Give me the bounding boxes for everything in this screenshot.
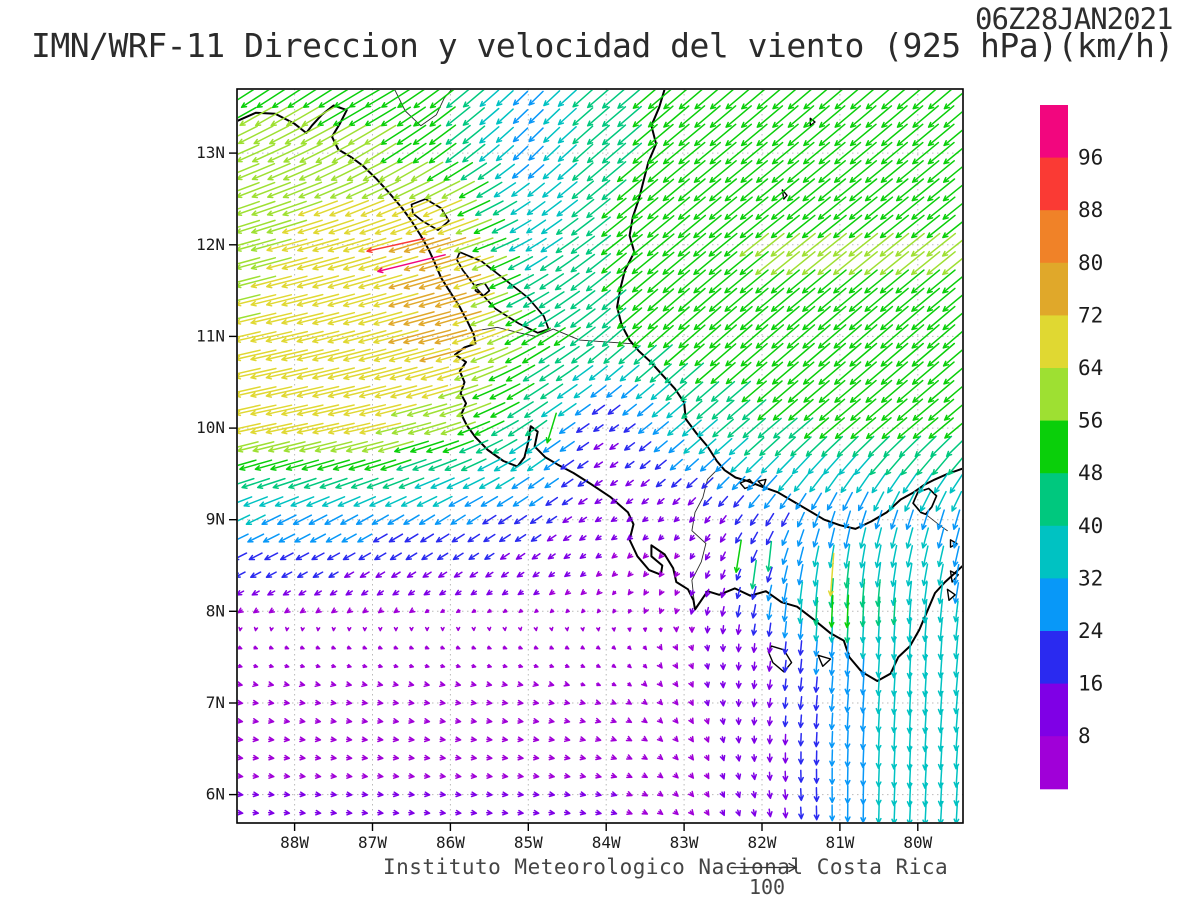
arrow-speed-group (388, 237, 483, 363)
island (949, 570, 959, 583)
arrow-speed-group (238, 552, 710, 816)
lat-axis-label: 7N (206, 693, 225, 712)
lat-axis-label: 13N (196, 143, 225, 162)
colorbar-label: 24 (1078, 619, 1103, 643)
arrow-speed-group (238, 90, 962, 629)
colorbar-label: 56 (1078, 409, 1103, 433)
lon-axis-label: 82W (748, 833, 777, 852)
reference-value-label: 100 (748, 875, 786, 899)
coastline (616, 90, 962, 530)
arrow-speed-group (377, 254, 446, 274)
colorbar-segment (1040, 262, 1068, 316)
reference-arrow (730, 862, 798, 873)
colorbar-segment (1040, 736, 1068, 790)
valid-time-label: 06Z28JAN2021 (975, 2, 1174, 36)
lon-axis-label: 84W (592, 833, 621, 852)
lon-axis-label: 86W (436, 833, 465, 852)
colorbar-segment (1040, 631, 1068, 685)
colorbar-segment (1040, 420, 1068, 474)
arrow-speed-group (238, 442, 789, 819)
colorbar-segment (1040, 473, 1068, 527)
lat-axis-label: 10N (196, 418, 225, 437)
axis-ticks (229, 152, 919, 831)
colorbar-label: 72 (1078, 303, 1103, 327)
lon-axis-label: 88W (280, 833, 309, 852)
island (781, 189, 788, 200)
lon-axis-label: 85W (514, 833, 543, 852)
island (757, 478, 767, 488)
colorbar-label: 96 (1078, 146, 1103, 170)
colorbar-label: 40 (1078, 514, 1103, 538)
arrow-speed-group (238, 106, 962, 453)
colorbar-label: 8 (1078, 724, 1091, 748)
lat-axis-label: 12N (196, 235, 225, 254)
colorbar-label: 80 (1078, 251, 1103, 275)
axis-labels: 13N 12N 11N 10N 9N 8N 7N 6N 88W 87W 86W 85W 84W 83W 82… (196, 143, 933, 852)
island (817, 654, 832, 667)
lake (455, 251, 550, 334)
colorbar-label: 32 (1078, 566, 1103, 590)
arrow-speed-group (238, 404, 820, 821)
lat-axis-label: 6N (206, 785, 225, 804)
island (739, 478, 755, 490)
colorbar-segment (1040, 157, 1068, 211)
colorbar-label: 16 (1078, 672, 1103, 696)
colorbar-label: 48 (1078, 461, 1103, 485)
lon-axis-label: 87W (358, 833, 387, 852)
colorbar-segment (1040, 683, 1068, 737)
arrow-speed-group (238, 90, 961, 822)
coastline (238, 104, 962, 682)
colorbar-segment (1040, 315, 1068, 369)
lon-axis-label: 81W (825, 833, 854, 852)
lat-axis-label: 8N (206, 601, 225, 620)
lake (912, 487, 938, 516)
arrow-speed-group (238, 90, 962, 822)
colorbar-label: 64 (1078, 356, 1103, 380)
colorbar-segment (1040, 578, 1068, 632)
arrow-speed-group (238, 90, 962, 644)
colorbar-label: 88 (1078, 198, 1103, 222)
arrow-speed-group (238, 199, 835, 597)
lat-axis-label: 11N (196, 326, 225, 345)
map-border (236, 88, 964, 824)
colorbar-segment (1040, 525, 1068, 579)
island (946, 588, 956, 601)
colorbar-segment (1040, 210, 1068, 264)
colorbar-segment (1040, 368, 1068, 422)
footer-credit: Instituto Meteorologico Nacional Costa R… (383, 855, 949, 879)
border-line (474, 326, 632, 345)
wind-arrows (238, 90, 962, 822)
colorbar-segment (1040, 105, 1068, 159)
colorbar: 96 88 80 72 64 56 48 40 32 24 16 8 (1040, 105, 1103, 790)
lon-axis-label: 83W (670, 833, 699, 852)
lon-axis-label: 80W (903, 833, 932, 852)
arrow-speed-group (366, 237, 426, 254)
chart-title: IMN/WRF-11 Direccion y velocidad del vie… (31, 26, 1174, 65)
lat-axis-label: 9N (206, 510, 225, 529)
graticule (237, 89, 963, 823)
